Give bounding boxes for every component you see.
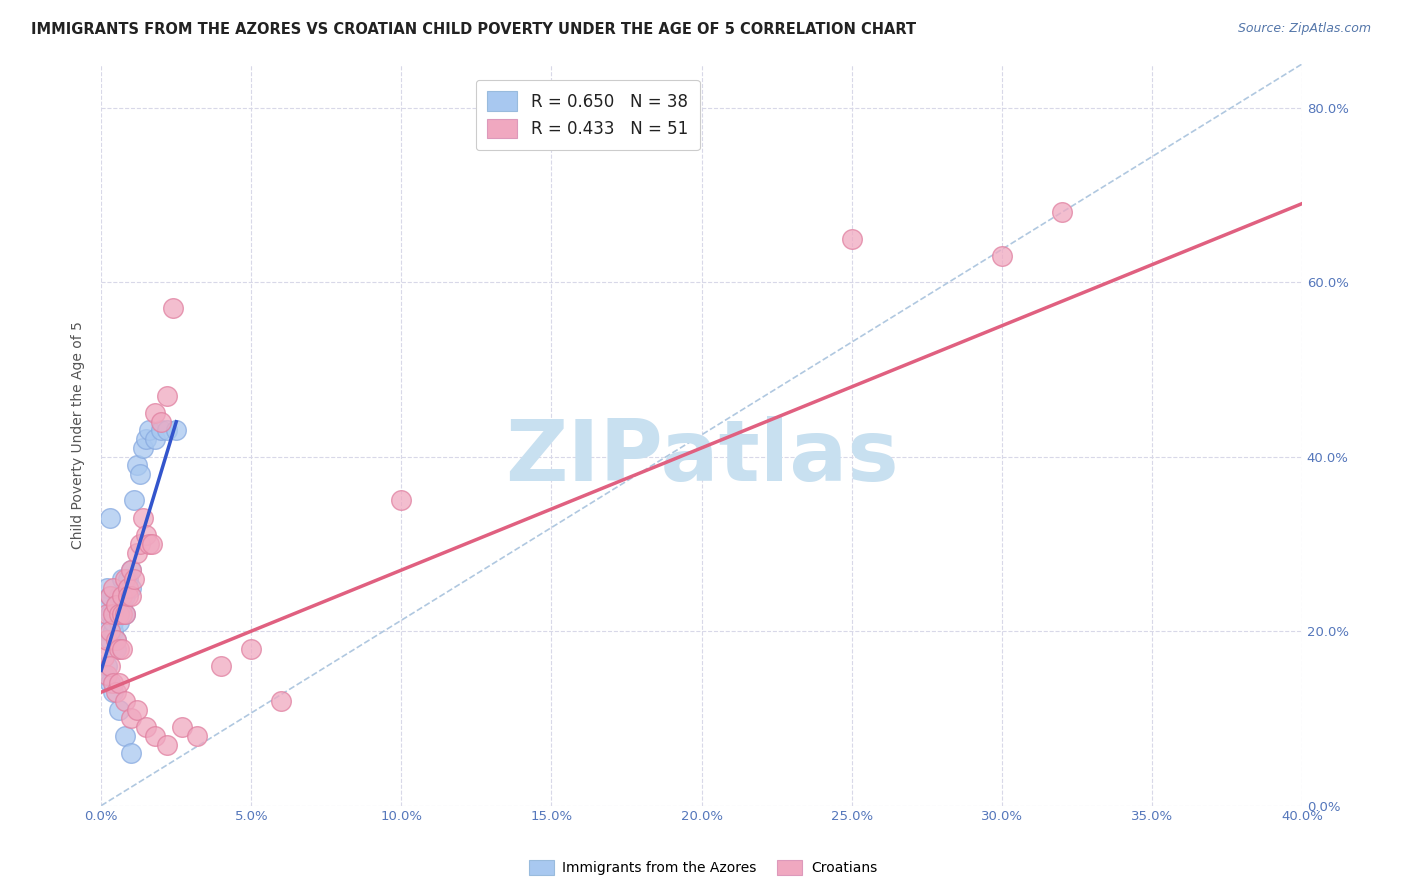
Point [114, 694, 136, 708]
Point [105, 598, 128, 612]
Point [103, 624, 125, 639]
Point [127, 546, 149, 560]
Point [129, 537, 152, 551]
Point [103, 607, 125, 621]
Legend: Immigrants from the Azores, Croatians: Immigrants from the Azores, Croatians [523, 855, 883, 880]
Point [111, 607, 134, 621]
Point [135, 432, 157, 446]
Text: Source: ZipAtlas.com: Source: ZipAtlas.com [1237, 22, 1371, 36]
Point [93, 598, 115, 612]
Point [108, 615, 131, 630]
Point [122, 572, 145, 586]
Point [108, 676, 131, 690]
Point [132, 510, 155, 524]
Point [117, 581, 139, 595]
Point [103, 676, 125, 690]
Point [98, 607, 121, 621]
Point [135, 528, 157, 542]
Point [120, 563, 142, 577]
Point [111, 589, 134, 603]
Point [114, 729, 136, 743]
Text: ZIPatlas: ZIPatlas [505, 416, 898, 499]
Point [120, 563, 142, 577]
Y-axis label: Child Poverty Under the Age of 5: Child Poverty Under the Age of 5 [72, 321, 86, 549]
Point [389, 493, 412, 508]
Point [120, 711, 142, 725]
Point [135, 720, 157, 734]
Point [120, 589, 142, 603]
Point [93, 650, 115, 665]
Point [96, 624, 118, 639]
Point [129, 467, 152, 482]
Point [127, 703, 149, 717]
Point [122, 493, 145, 508]
Point [98, 676, 121, 690]
Point [114, 572, 136, 586]
Point [117, 572, 139, 586]
Point [117, 589, 139, 603]
Point [270, 694, 292, 708]
Point [105, 632, 128, 647]
Point [143, 729, 166, 743]
Point [96, 667, 118, 681]
Point [108, 703, 131, 717]
Point [105, 598, 128, 612]
Point [93, 667, 115, 681]
Point [108, 641, 131, 656]
Point [103, 615, 125, 630]
Point [98, 624, 121, 639]
Point [141, 537, 163, 551]
Point [209, 659, 232, 673]
Point [990, 249, 1012, 263]
Point [120, 746, 142, 760]
Point [98, 589, 121, 603]
Point [156, 738, 179, 752]
Point [111, 572, 134, 586]
Point [98, 510, 121, 524]
Point [841, 231, 863, 245]
Point [98, 632, 121, 647]
Point [162, 301, 184, 316]
Point [165, 424, 187, 438]
Point [127, 458, 149, 473]
Point [240, 641, 263, 656]
Point [111, 641, 134, 656]
Point [150, 415, 173, 429]
Point [98, 589, 121, 603]
Point [138, 424, 160, 438]
Point [105, 632, 128, 647]
Point [138, 537, 160, 551]
Point [143, 406, 166, 420]
Point [114, 607, 136, 621]
Point [156, 424, 179, 438]
Point [150, 424, 173, 438]
Point [105, 685, 128, 699]
Point [132, 441, 155, 455]
Legend: R = 0.650   N = 38, R = 0.433   N = 51: R = 0.650 N = 38, R = 0.433 N = 51 [475, 79, 700, 150]
Text: IMMIGRANTS FROM THE AZORES VS CROATIAN CHILD POVERTY UNDER THE AGE OF 5 CORRELAT: IMMIGRANTS FROM THE AZORES VS CROATIAN C… [31, 22, 917, 37]
Point [108, 607, 131, 621]
Point [120, 581, 142, 595]
Point [172, 720, 194, 734]
Point [103, 581, 125, 595]
Point [143, 432, 166, 446]
Point [98, 659, 121, 673]
Point [114, 589, 136, 603]
Point [105, 641, 128, 656]
Point [1050, 205, 1073, 219]
Point [96, 632, 118, 647]
Point [103, 685, 125, 699]
Point [96, 659, 118, 673]
Point [156, 388, 179, 402]
Point [96, 581, 118, 595]
Point [111, 598, 134, 612]
Point [108, 589, 131, 603]
Point [96, 607, 118, 621]
Point [186, 729, 208, 743]
Point [114, 607, 136, 621]
